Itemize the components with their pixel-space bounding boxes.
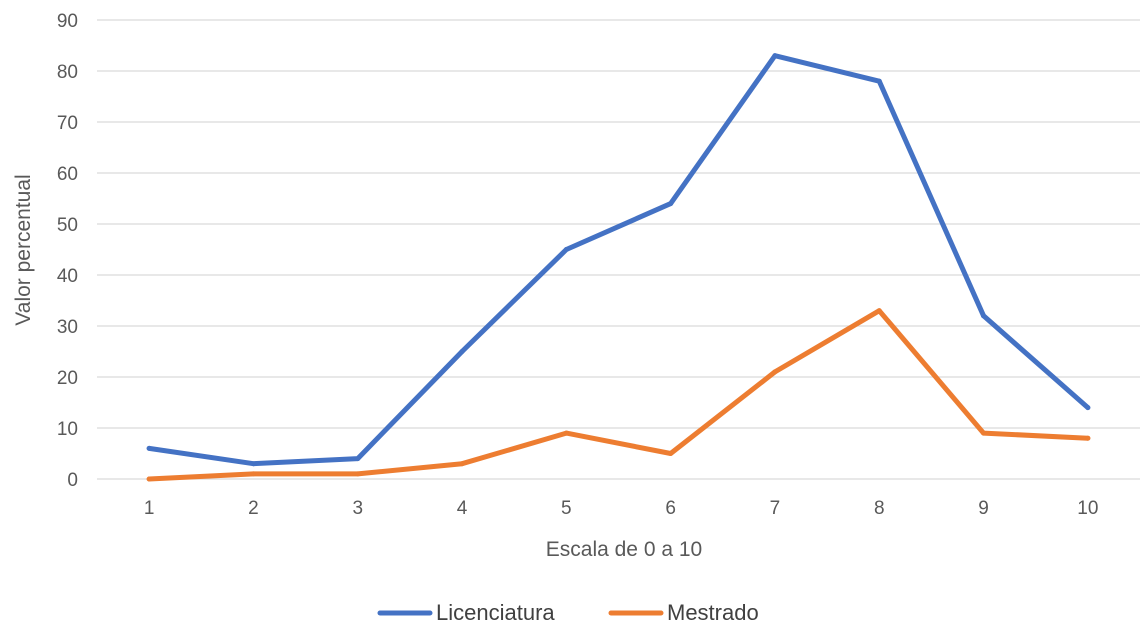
y-tick-label: 20 xyxy=(57,368,78,389)
data-point-licenciatura xyxy=(146,445,152,451)
y-axis-ticks: 0 10 20 30 40 50 60 70 80 90 xyxy=(57,11,78,491)
y-tick-label: 60 xyxy=(57,164,78,185)
y-tick-label: 40 xyxy=(57,266,78,287)
data-point-mestrado xyxy=(668,451,674,456)
x-tick-label: 6 xyxy=(665,498,676,519)
y-tick-label: 90 xyxy=(57,11,78,32)
x-tick-label: 7 xyxy=(770,498,781,519)
series-line-licenciatura xyxy=(146,53,1091,467)
data-point-mestrado xyxy=(355,471,361,477)
series-line-mestrado xyxy=(146,308,1091,482)
x-axis-ticks: 1 2 3 4 5 6 7 8 9 10 xyxy=(144,498,1099,519)
data-point-licenciatura xyxy=(876,78,882,84)
x-tick-label: 8 xyxy=(874,498,885,519)
data-point-licenciatura xyxy=(1085,405,1091,411)
data-point-licenciatura xyxy=(772,53,778,59)
series-lines xyxy=(146,53,1091,482)
x-tick-label: 4 xyxy=(457,498,468,519)
data-point-licenciatura xyxy=(355,456,361,462)
data-point-mestrado xyxy=(981,430,987,436)
data-point-mestrado xyxy=(250,471,256,477)
gridlines xyxy=(97,19,1140,480)
legend: Licenciatura Mestrado xyxy=(377,600,759,625)
data-point-mestrado xyxy=(146,476,152,482)
y-tick-label: 80 xyxy=(57,62,78,83)
data-point-licenciatura xyxy=(459,349,465,354)
data-point-mestrado xyxy=(563,430,569,436)
x-tick-label: 2 xyxy=(248,498,259,519)
y-tick-label: 10 xyxy=(57,419,78,440)
x-tick-label: 5 xyxy=(561,498,572,519)
x-tick-label: 9 xyxy=(978,498,989,519)
data-point-mestrado xyxy=(876,308,882,314)
x-axis-title: Escala de 0 a 10 xyxy=(546,538,702,561)
data-point-mestrado xyxy=(459,461,465,467)
data-point-mestrado xyxy=(772,369,778,375)
y-tick-label: 30 xyxy=(57,317,78,338)
data-point-licenciatura xyxy=(668,201,674,207)
x-tick-label: 10 xyxy=(1077,498,1098,519)
legend-label-licenciatura: Licenciatura xyxy=(436,600,555,625)
data-point-licenciatura xyxy=(981,313,987,319)
data-point-licenciatura xyxy=(250,461,256,467)
legend-label-mestrado: Mestrado xyxy=(667,600,759,625)
y-tick-label: 50 xyxy=(57,215,78,236)
y-tick-label: 0 xyxy=(67,470,78,491)
y-axis-title: Valor percentual xyxy=(12,174,35,325)
x-tick-label: 1 xyxy=(144,498,155,519)
y-tick-label: 70 xyxy=(57,113,78,134)
data-point-licenciatura xyxy=(563,247,569,252)
data-point-mestrado xyxy=(1085,435,1091,441)
x-tick-label: 3 xyxy=(352,498,363,519)
